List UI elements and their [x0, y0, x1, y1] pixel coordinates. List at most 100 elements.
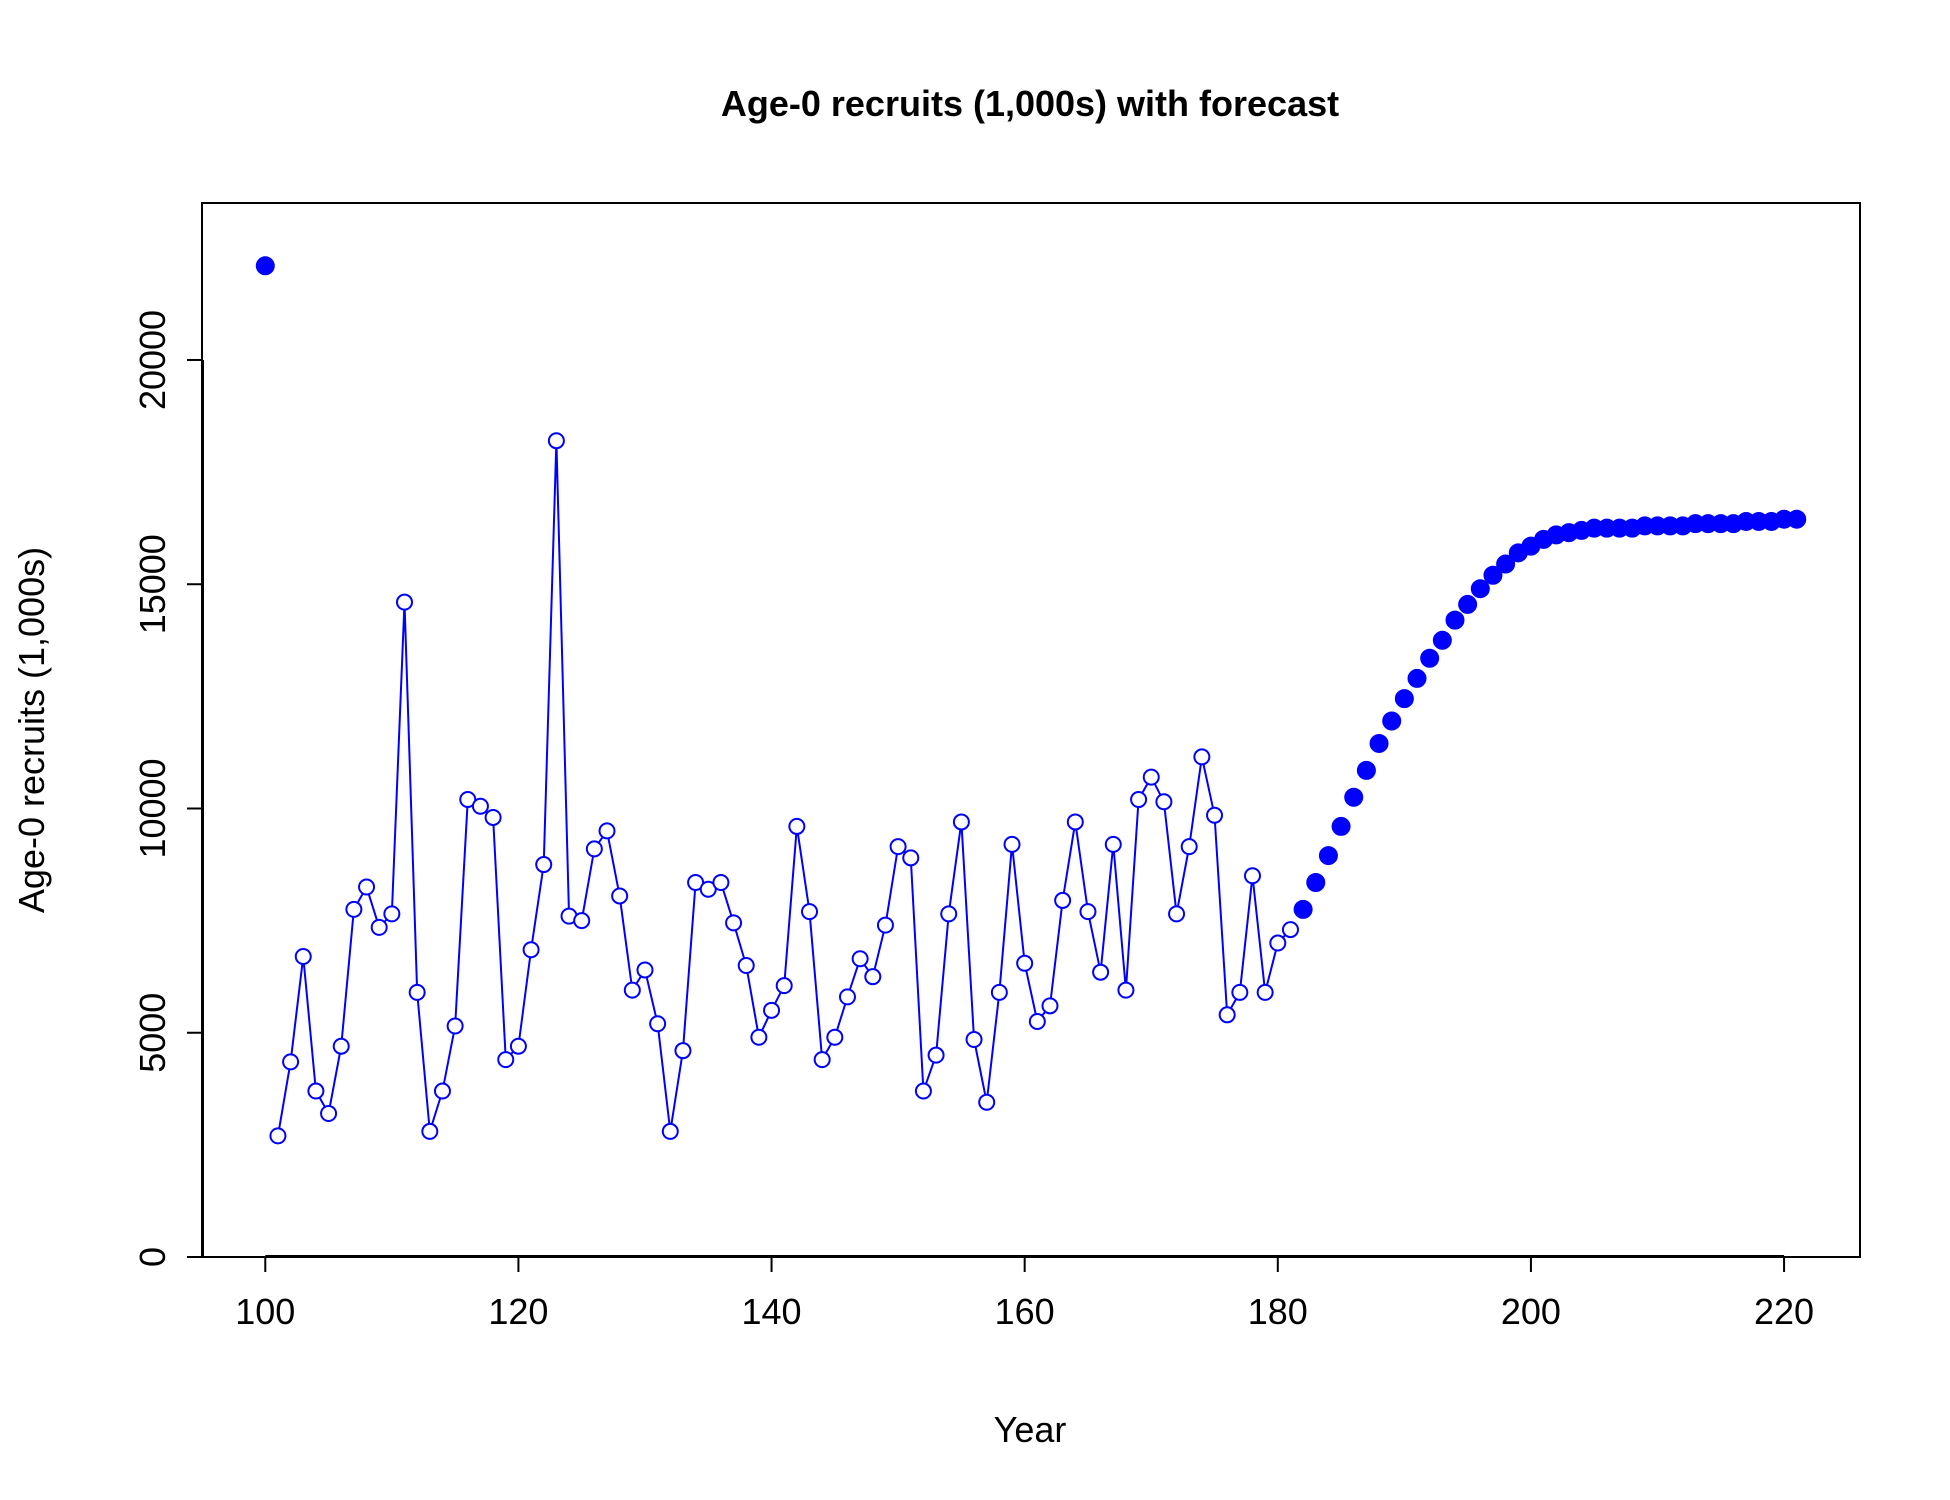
- observed-point: [737, 956, 755, 974]
- observed-point: [775, 977, 793, 995]
- observed-point: [990, 983, 1008, 1001]
- observed-point: [826, 1028, 844, 1046]
- observed-point: [902, 849, 920, 867]
- observed-point: [320, 1104, 338, 1122]
- observed-point: [1180, 838, 1198, 856]
- observed-point: [1079, 903, 1097, 921]
- observed-point: [1142, 768, 1160, 786]
- x-axis-label: Year: [994, 1409, 1067, 1450]
- y-tick-label: 20000: [132, 310, 173, 410]
- observed-point: [433, 1082, 451, 1100]
- observed-point: [1168, 905, 1186, 923]
- forecast-point: [1496, 554, 1516, 574]
- x-tick-label: 140: [742, 1291, 802, 1332]
- observed-point: [978, 1093, 996, 1111]
- y-tick-label: 15000: [132, 534, 173, 634]
- observed-point: [1003, 835, 1021, 853]
- observed-series-line: [276, 440, 1292, 1137]
- observed-point: [1054, 891, 1072, 909]
- observed-point: [712, 873, 730, 891]
- observed-point: [307, 1082, 325, 1100]
- observed-point: [636, 961, 654, 979]
- observed-point: [370, 918, 388, 936]
- forecast-point: [1787, 509, 1807, 529]
- observed-point: [547, 432, 565, 450]
- observed-point: [1117, 981, 1135, 999]
- observed-point: [1281, 921, 1299, 939]
- observed-point: [1231, 983, 1249, 1001]
- observed-point: [1130, 791, 1148, 809]
- observed-point: [446, 1017, 464, 1035]
- x-axis: 100 120 140 160 180 200 220: [235, 1255, 1814, 1332]
- y-axis-label: Age-0 recruits (1,000s): [11, 547, 52, 913]
- observed-point: [1016, 954, 1034, 972]
- observed-point: [952, 813, 970, 831]
- observed-point: [788, 817, 806, 835]
- observed-point: [649, 1015, 667, 1033]
- observed-point: [1066, 813, 1084, 831]
- observed-point: [750, 1028, 768, 1046]
- forecast-point: [1432, 630, 1452, 650]
- observed-point: [914, 1082, 932, 1100]
- observed-point: [358, 878, 376, 896]
- observed-point: [763, 1001, 781, 1019]
- x-tick-label: 160: [995, 1291, 1055, 1332]
- y-tick-label: 0: [132, 1247, 173, 1267]
- forecast-point: [1331, 816, 1351, 836]
- observed-point: [345, 900, 363, 918]
- observed-point: [1041, 997, 1059, 1015]
- forecast-point: [255, 256, 275, 276]
- observed-point: [484, 808, 502, 826]
- forecast-point: [1356, 760, 1376, 780]
- x-tick-label: 120: [488, 1291, 548, 1332]
- forecast-point: [1458, 594, 1478, 614]
- observed-point: [611, 887, 629, 905]
- observed-point: [396, 593, 414, 611]
- forecast-point: [1470, 579, 1490, 599]
- forecast-point: [1382, 711, 1402, 731]
- observed-point: [294, 947, 312, 965]
- observed-point: [674, 1042, 692, 1060]
- observed-point: [509, 1037, 527, 1055]
- forecast-point: [1369, 733, 1389, 753]
- observed-point: [1028, 1013, 1046, 1031]
- observed-point: [535, 856, 553, 874]
- plot-frame: [201, 202, 1861, 1258]
- observed-point: [1218, 1006, 1236, 1024]
- observed-point: [282, 1053, 300, 1071]
- observed-point: [965, 1030, 983, 1048]
- forecast-point: [1445, 610, 1465, 630]
- forecast-point: [1306, 872, 1326, 892]
- y-tick-label: 10000: [132, 758, 173, 858]
- forecast-point: [1394, 689, 1414, 709]
- observed-point: [864, 968, 882, 986]
- series-layer: [255, 256, 1807, 1145]
- observed-point: [889, 838, 907, 856]
- observed-point: [1206, 806, 1224, 824]
- observed-point: [471, 797, 489, 815]
- observed-point: [1104, 835, 1122, 853]
- observed-point: [1193, 748, 1211, 766]
- forecast-point: [1344, 787, 1364, 807]
- observed-point: [725, 914, 743, 932]
- observed-point: [1269, 934, 1287, 952]
- observed-point: [598, 822, 616, 840]
- forecast-point: [1420, 648, 1440, 668]
- forecast-point: [1293, 899, 1313, 919]
- observed-point: [851, 950, 869, 968]
- forecast-point: [1407, 668, 1427, 688]
- observed-point: [1155, 793, 1173, 811]
- forecast-point: [1483, 565, 1503, 585]
- forecast-point: [1318, 846, 1338, 866]
- x-tick-label: 100: [235, 1291, 295, 1332]
- observed-point: [408, 983, 426, 1001]
- observed-point: [497, 1051, 515, 1069]
- observed-point: [269, 1127, 287, 1145]
- observed-point: [661, 1122, 679, 1140]
- observed-point: [838, 988, 856, 1006]
- x-tick-label: 200: [1501, 1291, 1561, 1332]
- y-axis: 0 5000 10000 15000 20000: [132, 310, 204, 1267]
- observed-point: [1256, 983, 1274, 1001]
- observed-point: [332, 1037, 350, 1055]
